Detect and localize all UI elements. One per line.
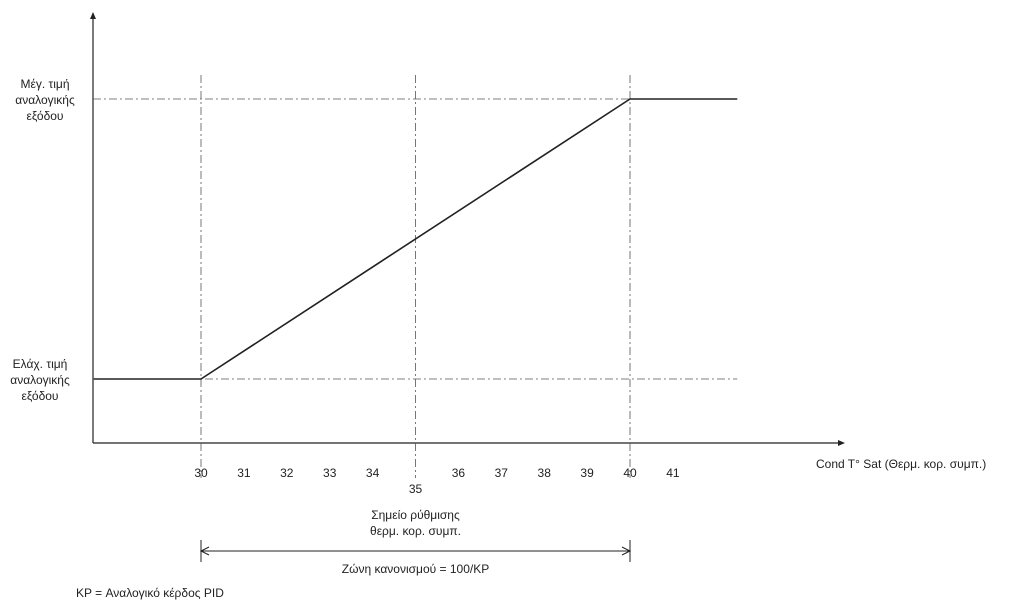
setpoint-label-line-1: Σημείο ρύθμισης <box>371 508 460 522</box>
y-max-label-line-1: Μέγ. τιμή <box>20 77 69 91</box>
x-tick-label: 33 <box>323 466 337 480</box>
y-axis-arrow <box>90 12 96 19</box>
x-tick-label: 36 <box>452 466 466 480</box>
x-tick-label: 32 <box>280 466 294 480</box>
x-tick-label: 38 <box>538 466 552 480</box>
x-tick-label: 31 <box>237 466 251 480</box>
guide-lines-group <box>93 75 738 478</box>
x-tick-label: 39 <box>580 466 594 480</box>
x-tick-label: 35 <box>409 482 423 496</box>
x-axis-label: Cond T° Sat (Θερμ. κορ. συμπ.) <box>816 457 986 471</box>
zone-label: Ζώνη κανονισμού = 100/KP <box>342 562 489 576</box>
kp-note: KP = Αναλογικό κέρδος PID <box>76 586 224 600</box>
y-max-label-line-3: εξόδου <box>27 109 64 123</box>
zone-left-arrow <box>199 546 210 556</box>
x-tick-label: 34 <box>366 466 380 480</box>
series-line-0 <box>93 98 738 380</box>
y-max-label-line-2: αναλογικής <box>15 93 75 107</box>
axes-group <box>90 12 845 446</box>
tick-labels-group: 30 31 32 33 34 35 36 37 38 39 40 41 <box>194 466 680 496</box>
y-min-label-line-1: Ελάχ. τιμή <box>13 357 68 371</box>
x-tick-label: 37 <box>495 466 509 480</box>
x-tick-label: 41 <box>666 466 680 480</box>
y-min-label-line-3: εξόδου <box>22 389 59 403</box>
x-tick-label: 40 <box>623 466 637 480</box>
zone-bracket-group <box>199 540 632 562</box>
y-min-label-line-2: αναλογικής <box>10 373 70 387</box>
x-axis-arrow <box>838 440 845 446</box>
setpoint-label-line-2: θερμ. κορ. συμπ. <box>370 524 461 538</box>
zone-right-arrow <box>621 546 632 556</box>
x-tick-label: 30 <box>194 466 208 480</box>
series-group <box>93 98 738 380</box>
